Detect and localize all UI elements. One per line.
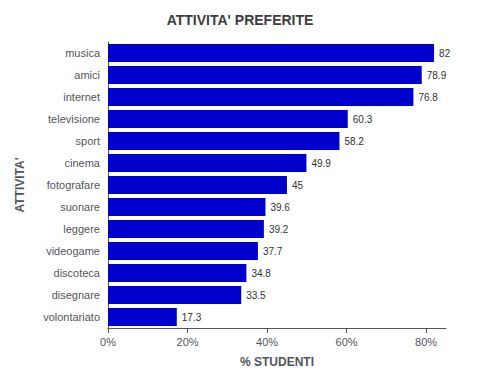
svg-text:39.6: 39.6	[270, 202, 290, 213]
svg-text:45: 45	[292, 180, 304, 191]
svg-text:ATTIVITA': ATTIVITA'	[13, 157, 27, 212]
svg-text:34.8: 34.8	[251, 268, 271, 279]
svg-text:% STUDENTI: % STUDENTI	[240, 355, 314, 369]
svg-text:78.9: 78.9	[427, 70, 447, 81]
svg-text:ATTIVITA' PREFERITE: ATTIVITA' PREFERITE	[167, 12, 314, 28]
svg-text:discoteca: discoteca	[54, 267, 101, 279]
svg-text:60%: 60%	[336, 336, 358, 348]
svg-text:televisione: televisione	[48, 113, 100, 125]
svg-text:80%: 80%	[415, 336, 437, 348]
svg-text:49.9: 49.9	[311, 158, 331, 169]
svg-text:39.2: 39.2	[269, 224, 289, 235]
svg-text:suonare: suonare	[60, 201, 100, 213]
svg-text:sport: sport	[76, 135, 100, 147]
svg-text:60.3: 60.3	[353, 114, 373, 125]
svg-text:internet: internet	[63, 91, 100, 103]
svg-text:musica: musica	[65, 47, 101, 59]
svg-text:amici: amici	[74, 69, 100, 81]
svg-text:leggere: leggere	[63, 223, 100, 235]
svg-text:82: 82	[439, 48, 451, 59]
svg-text:cinema: cinema	[65, 157, 101, 169]
svg-text:17.3: 17.3	[182, 312, 202, 323]
svg-text:disegnare: disegnare	[52, 289, 100, 301]
svg-text:58.2: 58.2	[344, 136, 364, 147]
svg-text:volontariato: volontariato	[43, 311, 100, 323]
svg-text:76.8: 76.8	[418, 92, 438, 103]
svg-text:videogame: videogame	[46, 245, 100, 257]
svg-text:0%: 0%	[100, 336, 116, 348]
svg-text:37.7: 37.7	[263, 246, 283, 257]
svg-text:33.5: 33.5	[246, 290, 266, 301]
svg-text:20%: 20%	[177, 336, 199, 348]
svg-text:fotografare: fotografare	[47, 179, 100, 191]
svg-text:40%: 40%	[256, 336, 278, 348]
